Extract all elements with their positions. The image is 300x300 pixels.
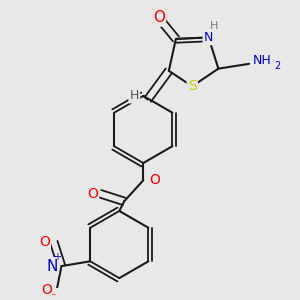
Text: NH: NH xyxy=(253,53,272,67)
Text: N: N xyxy=(46,259,58,274)
Text: O: O xyxy=(39,235,50,249)
Text: S: S xyxy=(188,79,197,93)
Text: H: H xyxy=(210,21,218,31)
Text: O: O xyxy=(149,173,160,187)
Text: H: H xyxy=(130,89,139,102)
Text: O: O xyxy=(42,283,52,297)
Text: 2: 2 xyxy=(274,61,280,71)
Text: +: + xyxy=(53,251,61,262)
Text: N: N xyxy=(204,31,213,44)
Text: O: O xyxy=(87,187,98,201)
Text: ⁻: ⁻ xyxy=(50,292,56,300)
Text: O: O xyxy=(153,10,165,25)
